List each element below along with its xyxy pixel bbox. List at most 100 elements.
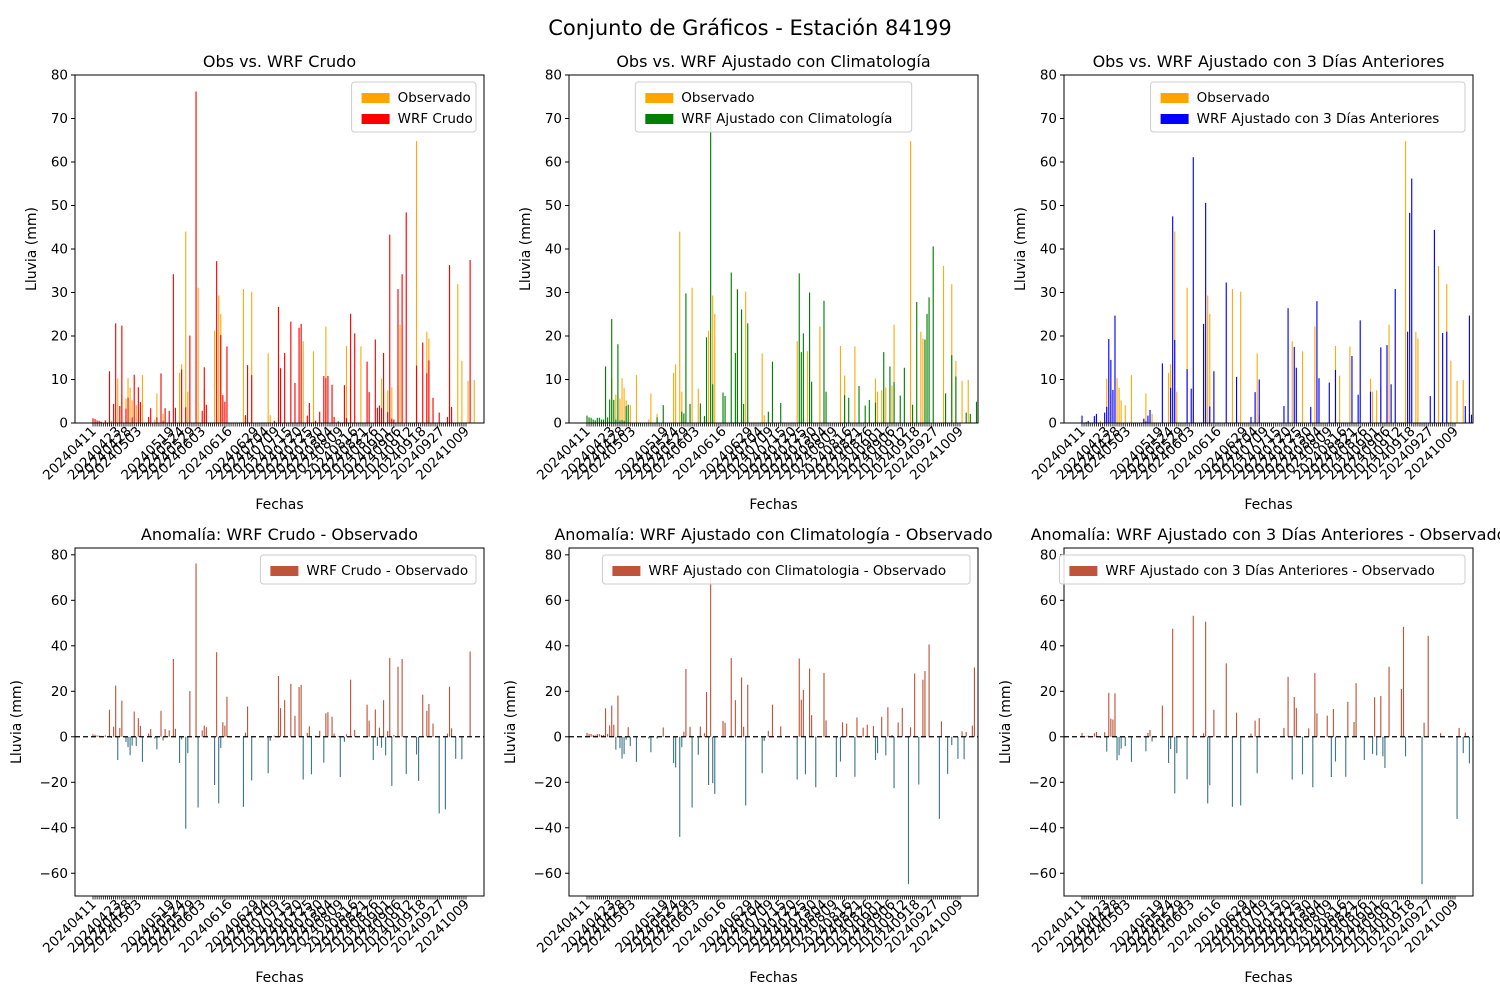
bar-1-20240512 (1145, 736, 1147, 752)
bar-1-20240718 (1283, 727, 1285, 737)
bar-2-20240811 (343, 385, 345, 423)
bar-2-20240525 (1172, 216, 1174, 423)
bar-2-20240917 (1409, 212, 1411, 423)
bar-1-20240429 (129, 736, 131, 756)
bar-1-20240825 (372, 736, 374, 760)
bar-1-20240812 (839, 736, 842, 762)
bar-1-20240502 (135, 736, 137, 747)
y-tick-label: 80 (51, 68, 68, 84)
bar-2-20240926 (932, 246, 934, 423)
legend-box (634, 81, 913, 133)
bar-2-20240625 (740, 309, 743, 423)
bar-2-20240422 (115, 323, 117, 423)
bar-1-20240612 (220, 736, 222, 748)
bar-2-20240425 (1110, 359, 1112, 423)
bar-1-20240609 (708, 736, 710, 785)
bar-1-20240806 (333, 733, 335, 737)
bar-1-20240818 (1347, 701, 1349, 737)
bar-1-20240505 (141, 375, 144, 423)
bar-1-20240829 (874, 736, 877, 760)
bar-1-20240727 (1301, 351, 1304, 423)
bar-1-20240830 (1372, 736, 1374, 754)
bar-2-20240708 (273, 420, 275, 423)
bar-1-20240616 (722, 720, 724, 737)
bar-2-20240924 (928, 297, 930, 423)
bar-2-20240814 (350, 313, 352, 423)
bar-2-20240420 (604, 366, 607, 423)
y-tick-label: 40 (545, 638, 562, 654)
bar-1-20240420 (110, 420, 113, 423)
bar-1-20240907 (1388, 666, 1390, 737)
bar-2-20240923 (926, 313, 928, 423)
bar-1-20240423 (1106, 736, 1108, 752)
legend-label: WRF Ajustado con Climatologia - Observad… (648, 563, 946, 579)
legend-box (1150, 81, 1466, 133)
bar-1-20240429 (1118, 736, 1120, 756)
bar-1-undefined (1456, 736, 1458, 819)
bar-2-20240422 (609, 399, 611, 423)
bar-1-20240424 (613, 724, 615, 737)
bar-1-20240514 (160, 710, 162, 737)
bar-1-20240625 (740, 677, 743, 737)
bar-1-20240420 (1099, 420, 1102, 423)
bar-1-20240708 (767, 730, 769, 737)
legend-box (601, 554, 971, 585)
bar-2-20240927 (1429, 396, 1431, 423)
bar-1-20240526 (679, 231, 681, 423)
bar-1-20240710 (771, 704, 774, 737)
bar-1-20240502 (629, 736, 631, 747)
bar-1-20240623 (242, 289, 244, 423)
bar-2-undefined (1464, 406, 1466, 423)
bar-1-20240523 (178, 372, 181, 423)
bar-1-20240413 (590, 734, 592, 737)
bar-1-undefined (988, 729, 989, 737)
y-tick-label: 60 (51, 593, 68, 609)
bar-1-20241005 (951, 736, 953, 745)
bar-1-20240523 (1167, 736, 1170, 763)
y-tick-label: 70 (51, 111, 68, 127)
bar-2-20240916 (912, 404, 914, 423)
bar-1-20240527 (681, 736, 683, 748)
bar-1-20240516 (164, 729, 166, 737)
bar-1-20240907 (893, 736, 895, 789)
bar-2-20240908 (1390, 384, 1392, 423)
bar-2-20240411 (92, 418, 94, 423)
bar-2-20240828 (378, 405, 381, 423)
bar-1-20240810 (1330, 736, 1332, 778)
bar-1-20240428 (621, 378, 623, 423)
legend-swatch (1069, 566, 1098, 576)
legend-swatch (361, 93, 390, 103)
bar-1-20240812 (345, 346, 348, 423)
bar-1-20240423 (1106, 378, 1108, 423)
bar-1-undefined (1477, 732, 1478, 737)
bar-1-20240526 (1174, 736, 1176, 794)
bar-1-20240705 (761, 353, 763, 423)
bar-1-20240527 (187, 391, 189, 423)
y-tick-label: −40 (40, 820, 69, 836)
bar-1-20240421 (607, 733, 609, 737)
bar-1-20240906 (397, 666, 399, 737)
bar-1-undefined (1456, 380, 1458, 423)
bar-2-20241001 (448, 265, 451, 423)
bar-2-20240605 (205, 404, 207, 423)
legend-box (1058, 554, 1466, 585)
bar-1-20240706 (763, 415, 765, 423)
bar-1-20240914 (907, 736, 910, 885)
bar-2-20240521 (174, 407, 176, 423)
bar-1-20240609 (214, 736, 216, 785)
bar-2-20240617 (724, 396, 726, 423)
bar-1-undefined (963, 736, 965, 760)
bar-1-20240909 (897, 722, 899, 737)
bar-1-undefined (1481, 651, 1482, 736)
bar-1-20240613 (222, 722, 224, 737)
bar-1-20240623 (242, 736, 244, 807)
bar-1-20240417 (104, 735, 106, 737)
bar-1-20240814 (350, 679, 352, 737)
bar-1-20240614 (224, 725, 226, 737)
legend-label: WRF Ajustado con 3 Días Anteriores - Obs… (1105, 563, 1434, 579)
bar-1-20240827 (376, 736, 378, 746)
chart-title: Anomalía: WRF Crudo - Observado (141, 525, 418, 544)
bar-1-20240627 (251, 291, 253, 423)
bar-2-20240417 (104, 420, 106, 423)
bar-2-20240427 (125, 408, 127, 423)
